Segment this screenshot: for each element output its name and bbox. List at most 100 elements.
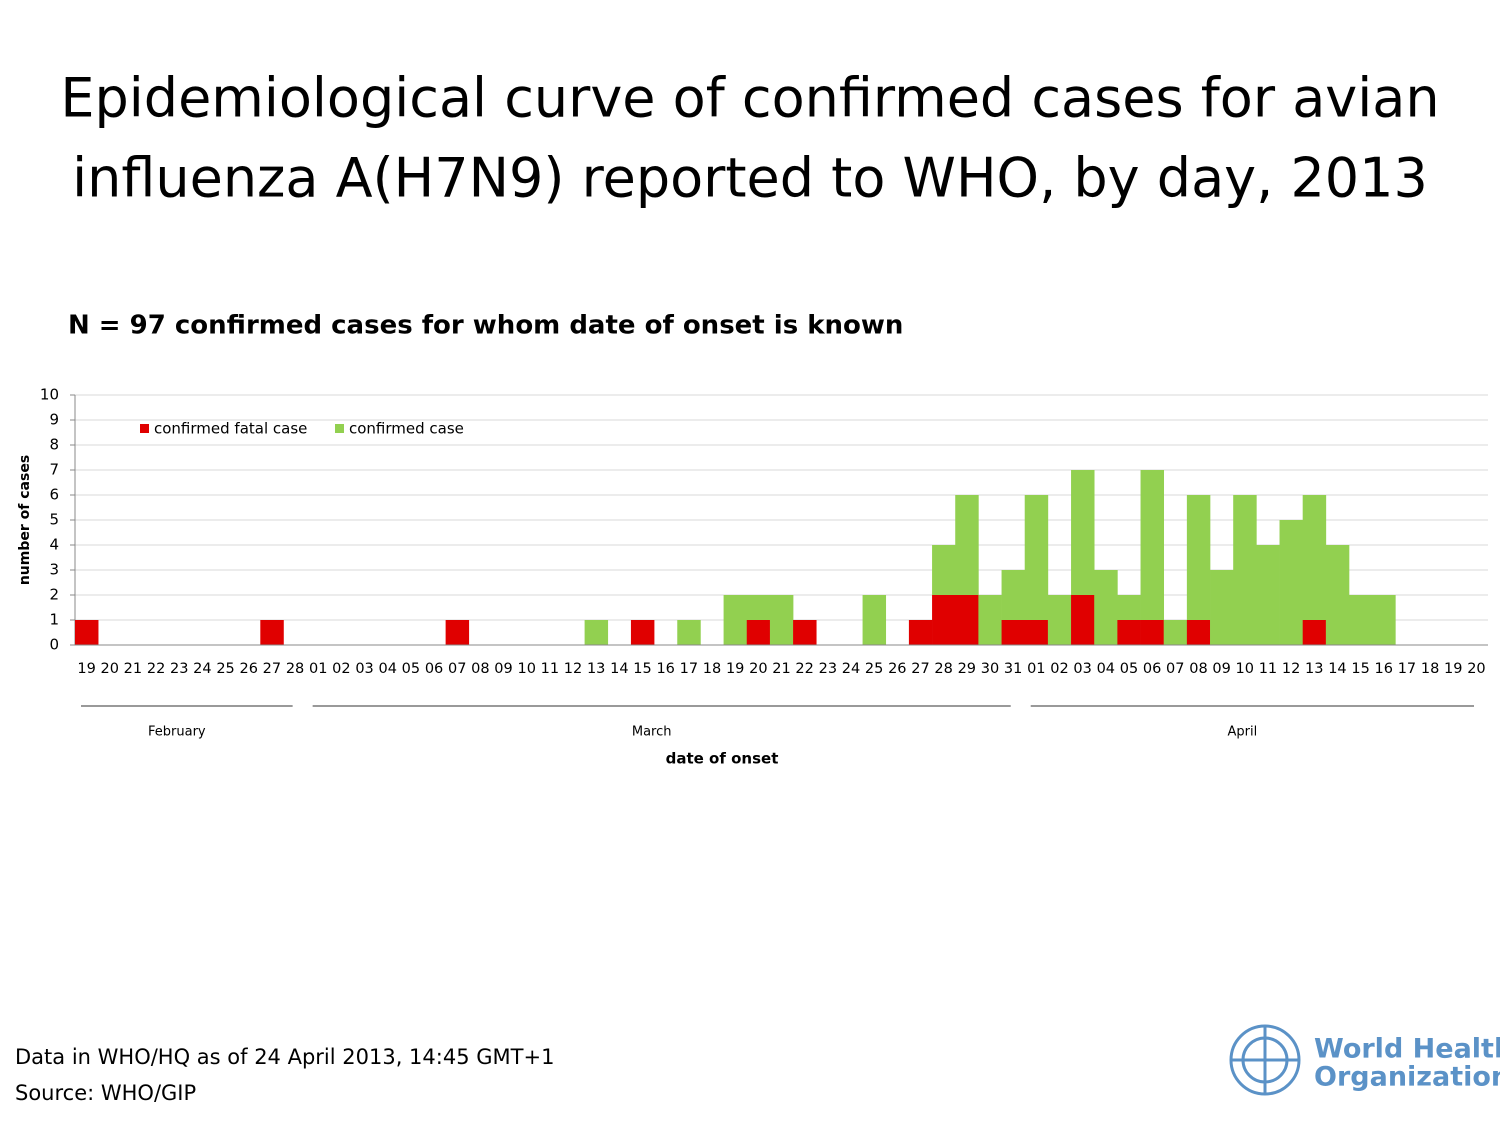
logo-text: World Health [1314, 1034, 1500, 1065]
bar-segment [1071, 595, 1095, 645]
x-tick-label: 06 [1143, 661, 1161, 677]
x-tick-label: 24 [193, 661, 211, 677]
bar-segment [1024, 495, 1049, 620]
x-tick-label: 08 [471, 661, 489, 677]
y-tick-label: 9 [49, 411, 59, 429]
x-tick-label: 21 [772, 661, 790, 677]
y-tick-label: 7 [49, 461, 59, 479]
x-tick-label: 11 [541, 661, 559, 677]
x-tick-label: 25 [216, 661, 234, 677]
x-tick-label: 14 [1328, 661, 1346, 677]
bar-segment [1140, 470, 1165, 620]
x-tick-label: 27 [911, 661, 929, 677]
bar-segment [445, 620, 470, 645]
bar-segment [1372, 595, 1396, 645]
bar-segment [1186, 620, 1211, 645]
x-tick-label: 01 [1027, 661, 1045, 677]
x-tick-label: 19 [77, 661, 95, 677]
x-tick-label: 16 [656, 661, 674, 677]
bar-segment [260, 620, 284, 645]
bar-segment [1256, 545, 1280, 645]
bar-segment [1117, 620, 1141, 645]
title-line-1: Epidemiological curve of confirmed cases… [60, 67, 1439, 130]
x-tick-label: 10 [517, 661, 535, 677]
x-tick-label: 28 [286, 661, 304, 677]
x-tick-label: 20 [1467, 661, 1485, 677]
bar-segment [1001, 570, 1026, 620]
bar-segment [1094, 570, 1118, 645]
x-tick-label: 13 [1305, 661, 1323, 677]
bar-segment [1117, 595, 1141, 620]
bar-segment [1140, 620, 1165, 645]
bar-segment [978, 595, 1002, 645]
x-axis-label: date of onset [666, 750, 779, 768]
bar-segment [908, 620, 933, 645]
y-tick-label: 1 [49, 611, 59, 629]
x-tick-label: 07 [448, 661, 466, 677]
y-tick-label: 8 [49, 436, 59, 454]
x-tick-label: 23 [819, 661, 837, 677]
bar-segment [1186, 495, 1211, 620]
bar-segment [1302, 495, 1327, 620]
x-tick-label: 02 [1050, 661, 1068, 677]
logo-text: Organization [1314, 1062, 1500, 1093]
bar-segment [1302, 620, 1327, 645]
y-tick-label: 0 [49, 636, 59, 654]
x-tick-label: 26 [888, 661, 906, 677]
x-tick-label: 18 [1421, 661, 1439, 677]
bar-segment [1233, 495, 1257, 645]
x-tick-label: 13 [587, 661, 605, 677]
legend-swatch [140, 424, 149, 433]
bar-segment [932, 595, 956, 645]
x-tick-label: 07 [1166, 661, 1184, 677]
x-tick-label: 05 [1120, 661, 1138, 677]
x-tick-label: 15 [633, 661, 651, 677]
y-tick-label: 6 [49, 486, 59, 504]
x-tick-label: 15 [1351, 661, 1369, 677]
title-line-2: influenza A(H7N9) reported to WHO, by da… [72, 147, 1428, 210]
bar-segment [677, 620, 701, 645]
footer-line: Data in WHO/HQ as of 24 April 2013, 14:4… [15, 1045, 554, 1069]
x-tick-label: 11 [1259, 661, 1277, 677]
y-axis-label: number of cases [17, 455, 33, 585]
bar-segment [584, 620, 609, 645]
x-tick-label: 17 [1398, 661, 1416, 677]
bar-segment [1279, 520, 1303, 645]
x-tick-label: 03 [355, 661, 373, 677]
x-tick-label: 09 [494, 661, 512, 677]
x-tick-label: 06 [425, 661, 443, 677]
x-tick-label: 08 [1189, 661, 1207, 677]
legend-label: confirmed fatal case [154, 420, 307, 438]
month-label: March [632, 725, 672, 740]
bar-segment [793, 620, 817, 645]
x-tick-label: 09 [1212, 661, 1230, 677]
bar-segment [1047, 595, 1072, 645]
y-tick-label: 10 [40, 386, 59, 404]
x-tick-label: 24 [842, 661, 860, 677]
bar-segment [630, 620, 655, 645]
x-tick-label: 02 [332, 661, 350, 677]
month-label: February [148, 725, 206, 740]
x-tick-label: 22 [147, 661, 165, 677]
legend-label: confirmed case [349, 420, 464, 438]
bar-segment [75, 620, 99, 645]
bar-segment [723, 595, 748, 645]
x-tick-label: 17 [680, 661, 698, 677]
bar-segment [955, 595, 979, 645]
x-tick-label: 10 [1236, 661, 1254, 677]
who-emblem [1229, 1024, 1301, 1096]
x-tick-label: 04 [1097, 661, 1115, 677]
x-tick-label: 29 [958, 661, 976, 677]
x-tick-label: 23 [170, 661, 188, 677]
x-tick-label: 20 [749, 661, 767, 677]
bar-segment [955, 495, 979, 595]
y-tick-label: 2 [49, 586, 59, 604]
bar-segment [769, 595, 794, 645]
x-tick-label: 19 [726, 661, 744, 677]
y-tick-label: 3 [49, 561, 59, 579]
legend-swatch [335, 424, 344, 433]
bar-segment [1001, 620, 1026, 645]
bar-segment [932, 545, 956, 595]
